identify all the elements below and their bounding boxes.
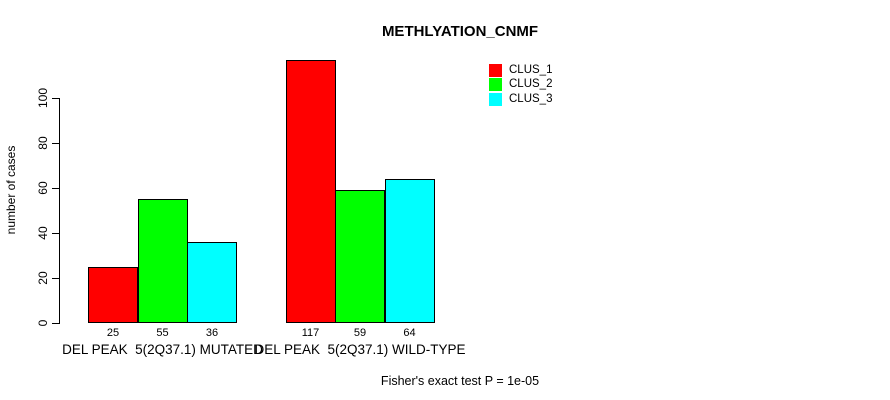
legend-swatch-icon [489, 92, 502, 106]
y-axis-tick [52, 322, 60, 324]
y-axis-tick-label: 0 [36, 319, 50, 327]
y-axis-tick [52, 232, 60, 234]
legend-item: CLUS_2 [489, 78, 552, 93]
y-axis-tick-label: 100 [36, 87, 50, 109]
legend-swatch-icon [489, 78, 502, 92]
legend-label: CLUS_2 [509, 78, 553, 91]
y-axis-tick [52, 97, 60, 99]
bar-clus_3-group1 [187, 242, 237, 323]
legend-item: CLUS_3 [489, 92, 552, 107]
bar-value-label: 36 [205, 327, 219, 339]
bar-value-label: 117 [301, 327, 320, 339]
y-axis-tick-label: 20 [36, 271, 50, 285]
x-category-label: DEL PEAK 5(2Q37.1) MUTATED [62, 342, 263, 357]
bar-value-label: 59 [353, 327, 367, 339]
bar-clus_2-group1 [137, 199, 188, 323]
legend-label: CLUS_3 [509, 92, 553, 105]
y-axis-tick [52, 187, 60, 189]
bar-clus_2-group2 [335, 190, 385, 323]
x-category-label: DEL PEAK 5(2Q37.1) WILD-TYPE [254, 342, 466, 357]
bar-value-label: 64 [403, 327, 416, 339]
stat-annotation: Fisher's exact test P = 1e-05 [380, 374, 540, 388]
bar-clus_3-group2 [384, 179, 435, 323]
y-axis-tick-label: 60 [36, 181, 50, 195]
legend: CLUS_1 CLUS_2 CLUS_3 [489, 63, 552, 107]
bar-clus_1-group1 [88, 267, 138, 323]
y-axis-tick [52, 277, 60, 279]
y-axis-line [59, 98, 60, 323]
bar-clus_1-group2 [285, 60, 336, 323]
bar-value-label: 25 [106, 327, 120, 339]
legend-item: CLUS_1 [489, 63, 552, 78]
bar-value-label: 55 [156, 327, 169, 339]
y-axis-tick [52, 142, 60, 144]
legend-label: CLUS_1 [509, 63, 553, 76]
y-axis-tick-label: 40 [36, 226, 50, 240]
chart-title: METHLYATION_CNMF [381, 23, 539, 40]
y-axis-tick-label: 80 [36, 136, 50, 150]
legend-swatch-icon [489, 63, 502, 77]
y-axis-label: number of cases [4, 145, 18, 235]
